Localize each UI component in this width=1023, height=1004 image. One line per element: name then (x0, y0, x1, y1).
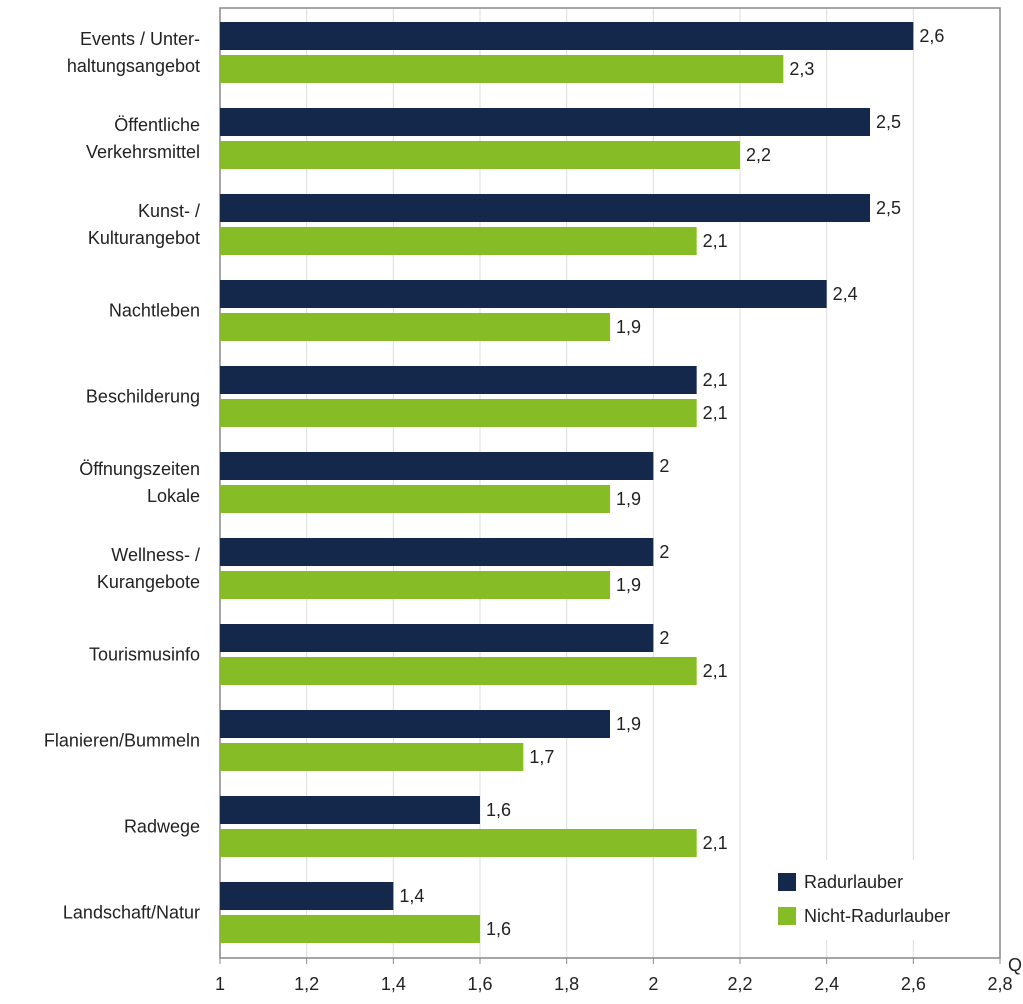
bar (220, 829, 697, 857)
value-label: 1,9 (616, 317, 641, 337)
y-tick-label: Flanieren/Bummeln (43, 730, 200, 750)
value-label: 2,5 (876, 112, 901, 132)
value-label: 2 (659, 542, 669, 562)
x-tick-label: 2,8 (987, 974, 1012, 994)
bar (220, 399, 697, 427)
legend-swatch (778, 907, 796, 925)
bar (220, 313, 610, 341)
value-label: 2 (659, 628, 669, 648)
y-tick-label: Wellness- / Kurangebote (96, 544, 200, 592)
value-label: 2,1 (703, 403, 728, 423)
value-label: 1,6 (486, 919, 511, 939)
y-tick-label: Öffentliche Verkehrsmittel (85, 114, 200, 162)
x-tick-label: 1,2 (294, 974, 319, 994)
value-label: 1,7 (529, 747, 554, 767)
y-tick-label: Nachtleben (108, 300, 200, 320)
bar (220, 657, 697, 685)
bar (220, 194, 870, 222)
x-tick-label: 1,4 (381, 974, 406, 994)
x-tick-label: 1 (215, 974, 225, 994)
bar (220, 743, 524, 771)
bar (220, 227, 697, 255)
annotation: Q (1008, 955, 1022, 975)
bar (220, 55, 784, 83)
bar (220, 710, 610, 738)
value-label: 2,1 (703, 833, 728, 853)
legend-swatch (778, 873, 796, 891)
bar (220, 915, 480, 943)
value-label: 2,5 (876, 198, 901, 218)
x-tick-label: 1,8 (554, 974, 579, 994)
value-label: 2,4 (833, 284, 858, 304)
x-tick-label: 2,4 (814, 974, 839, 994)
bar (220, 882, 394, 910)
x-tick-label: 1,6 (467, 974, 492, 994)
bar (220, 538, 654, 566)
value-label: 1,9 (616, 489, 641, 509)
value-label: 2,6 (919, 26, 944, 46)
y-tick-label: Landschaft/Natur (62, 902, 200, 922)
value-label: 1,6 (486, 800, 511, 820)
value-label: 1,9 (616, 575, 641, 595)
value-label: 1,4 (399, 886, 424, 906)
value-label: 2,2 (746, 145, 771, 165)
bar (220, 452, 654, 480)
value-label: 2,3 (789, 59, 814, 79)
x-tick-label: 2,6 (901, 974, 926, 994)
bar (220, 108, 870, 136)
bar (220, 796, 480, 824)
x-tick-label: 2,2 (727, 974, 752, 994)
value-label: 2 (659, 456, 669, 476)
y-tick-label: Tourismusinfo (88, 644, 200, 664)
plot-frame (219, 7, 1001, 959)
legend-label: Nicht-Radurlauber (804, 906, 950, 926)
x-tick-label: 2 (648, 974, 658, 994)
y-tick-label: Radwege (123, 816, 200, 836)
y-tick-label: Beschilderung (85, 386, 200, 406)
y-tick-label: Öffnungszeiten Lokale (79, 458, 200, 506)
value-label: 1,9 (616, 714, 641, 734)
bar (220, 571, 610, 599)
bar (220, 22, 914, 50)
value-label: 2,1 (703, 661, 728, 681)
y-tick-label: Kunst- / Kulturangebot (87, 200, 200, 248)
value-label: 2,1 (703, 370, 728, 390)
bar (220, 366, 697, 394)
bar (220, 141, 740, 169)
value-label: 2,1 (703, 231, 728, 251)
legend-label: Radurlauber (804, 872, 903, 892)
y-tick-label: Events / Unter- haltungsangebot (66, 28, 200, 76)
bar (220, 624, 654, 652)
legend-box (768, 860, 988, 940)
bar (220, 485, 610, 513)
bar (220, 280, 827, 308)
